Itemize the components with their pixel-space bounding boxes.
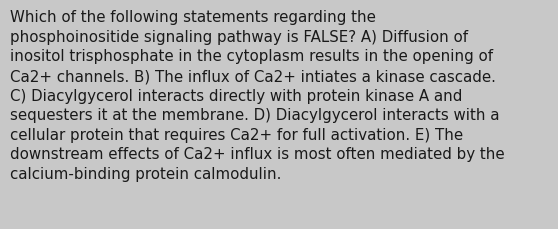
Text: Which of the following statements regarding the
phosphoinositide signaling pathw: Which of the following statements regard… — [10, 10, 504, 181]
